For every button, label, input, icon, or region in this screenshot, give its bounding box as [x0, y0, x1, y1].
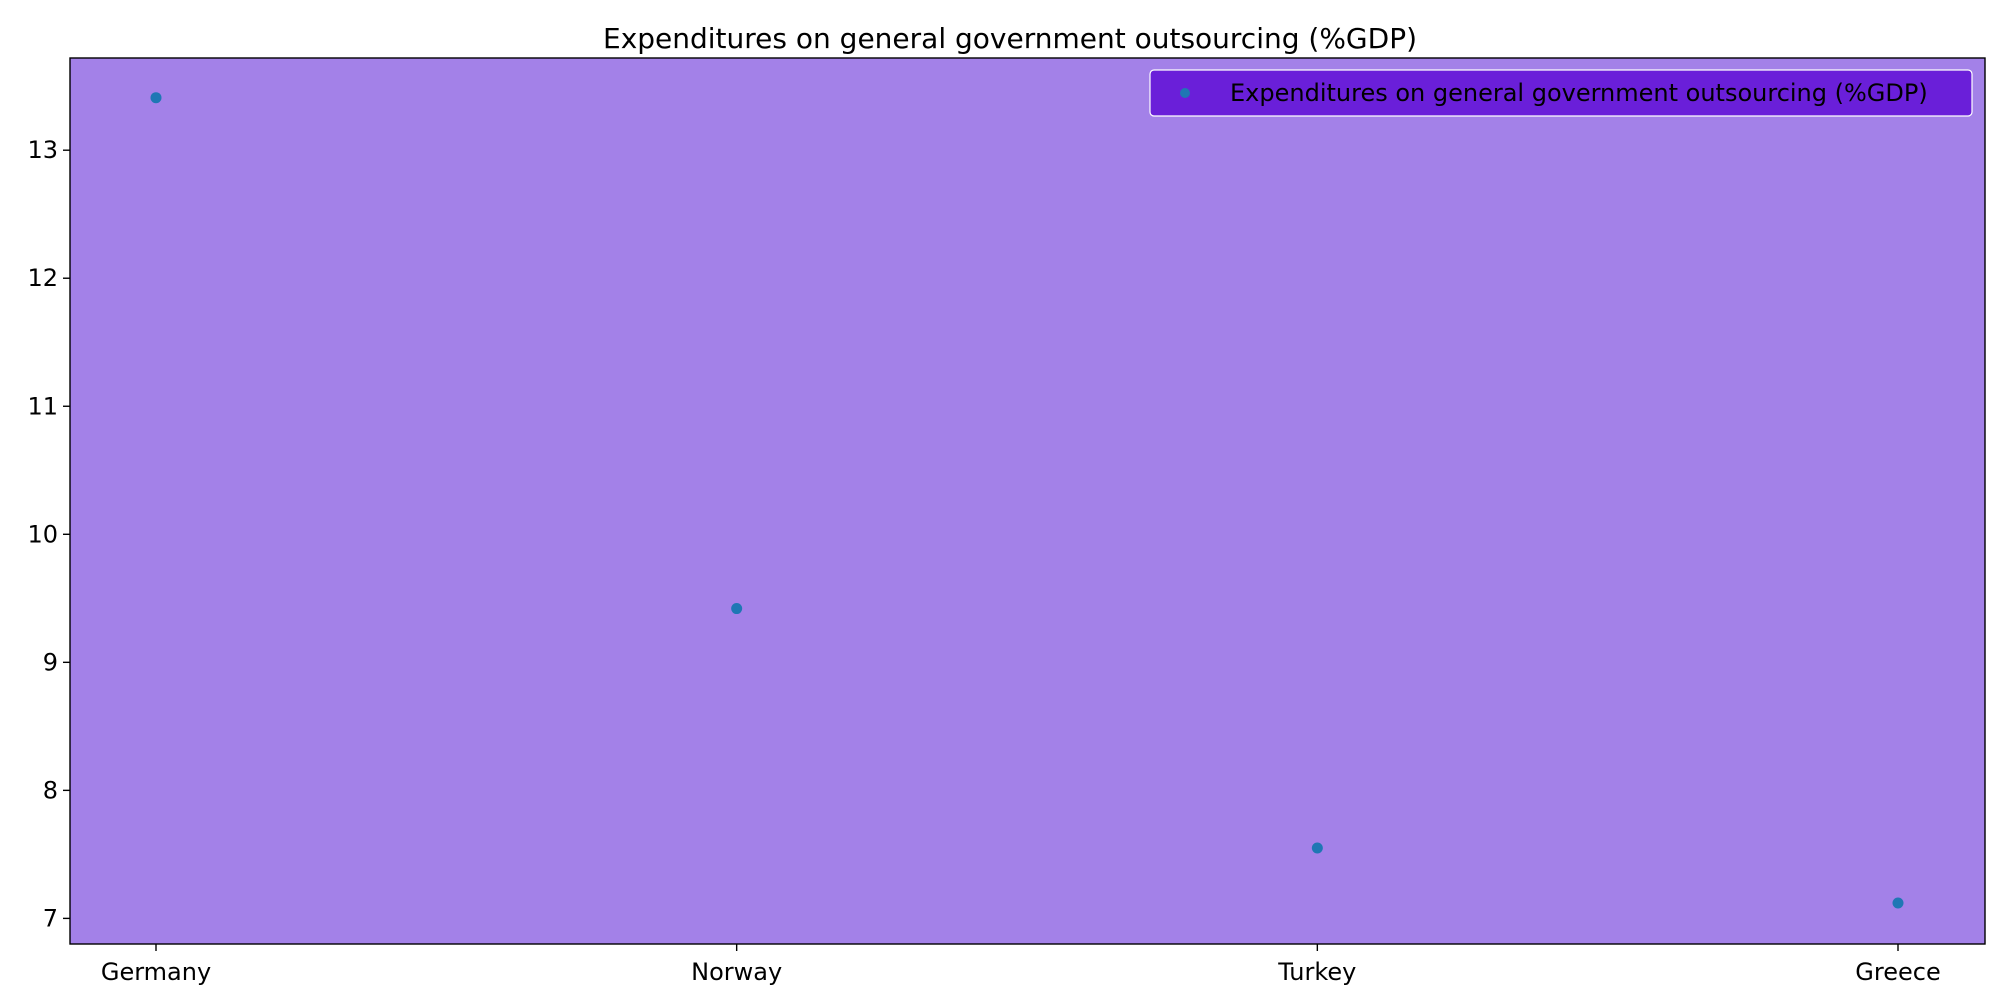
- plot-area: [70, 58, 1985, 944]
- x-tick-label: Norway: [691, 958, 782, 986]
- legend: Expenditures on general government outso…: [1150, 70, 1972, 116]
- legend-label: Expenditures on general government outso…: [1230, 79, 1928, 107]
- y-tick-label: 11: [27, 392, 58, 420]
- y-tick-label: 9: [43, 648, 58, 676]
- y-axis: 7 8 9 10 11 12 13: [27, 136, 70, 932]
- x-tick-label: Turkey: [1277, 958, 1356, 986]
- x-tick-label: Germany: [101, 958, 211, 986]
- y-tick-label: 7: [43, 904, 58, 932]
- x-axis: Germany Norway Turkey Greece: [101, 944, 1941, 986]
- y-tick-label: 10: [27, 520, 58, 548]
- data-point-turkey: [1312, 842, 1323, 853]
- y-tick-label: 13: [27, 136, 58, 164]
- data-point-norway: [731, 603, 742, 614]
- legend-marker: [1180, 88, 1190, 98]
- data-point-greece: [1893, 898, 1904, 909]
- chart-title: Expenditures on general government outso…: [603, 22, 1417, 55]
- y-tick-label: 12: [27, 264, 58, 292]
- y-tick-label: 8: [43, 776, 58, 804]
- x-tick-label: Greece: [1855, 958, 1940, 986]
- data-point-germany: [151, 92, 162, 103]
